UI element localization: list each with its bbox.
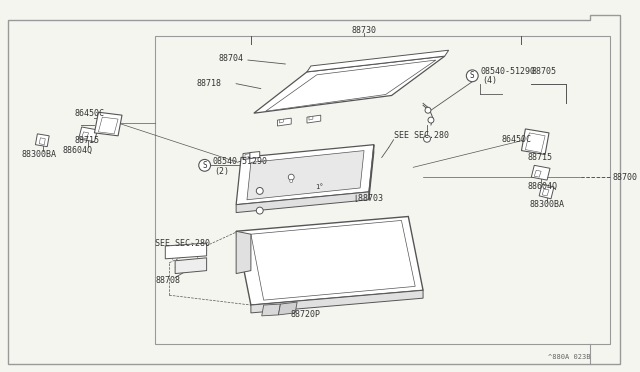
Circle shape bbox=[256, 207, 263, 214]
Polygon shape bbox=[175, 258, 207, 273]
Polygon shape bbox=[525, 133, 545, 153]
Polygon shape bbox=[522, 129, 549, 154]
Circle shape bbox=[428, 117, 434, 123]
Polygon shape bbox=[236, 145, 374, 205]
Text: S: S bbox=[470, 71, 475, 80]
Text: 08540-51290: 08540-51290 bbox=[480, 67, 535, 76]
Circle shape bbox=[424, 135, 431, 142]
Text: 88705: 88705 bbox=[531, 67, 556, 76]
Text: 88704: 88704 bbox=[218, 54, 243, 62]
Text: SEE SEC.280: SEE SEC.280 bbox=[394, 131, 449, 140]
Polygon shape bbox=[243, 153, 252, 160]
Text: 88300BA: 88300BA bbox=[529, 200, 564, 209]
Text: 88700: 88700 bbox=[613, 173, 638, 182]
Polygon shape bbox=[539, 184, 554, 199]
Text: 1°: 1° bbox=[315, 184, 323, 190]
Text: ^880A 023B: ^880A 023B bbox=[548, 354, 590, 360]
Circle shape bbox=[288, 174, 294, 180]
Polygon shape bbox=[236, 231, 251, 273]
Polygon shape bbox=[266, 60, 436, 111]
Polygon shape bbox=[280, 119, 284, 123]
Polygon shape bbox=[236, 192, 369, 212]
Polygon shape bbox=[542, 189, 549, 196]
Polygon shape bbox=[39, 138, 45, 145]
Circle shape bbox=[199, 160, 211, 171]
Polygon shape bbox=[250, 151, 260, 158]
Polygon shape bbox=[165, 243, 207, 259]
Polygon shape bbox=[307, 115, 321, 123]
Polygon shape bbox=[278, 302, 297, 315]
Text: 88715: 88715 bbox=[75, 136, 100, 145]
Polygon shape bbox=[254, 56, 445, 113]
Polygon shape bbox=[262, 304, 280, 316]
Text: SEE SEC.280: SEE SEC.280 bbox=[156, 238, 211, 247]
Text: 88708: 88708 bbox=[156, 276, 180, 285]
Text: 88604Q: 88604Q bbox=[527, 182, 557, 190]
Polygon shape bbox=[251, 221, 415, 300]
Circle shape bbox=[425, 107, 431, 113]
Text: 88300BA: 88300BA bbox=[22, 150, 57, 159]
Text: S: S bbox=[202, 161, 207, 170]
Text: 88604Q: 88604Q bbox=[63, 146, 93, 155]
Text: 88715: 88715 bbox=[527, 153, 552, 162]
Polygon shape bbox=[99, 117, 118, 134]
Polygon shape bbox=[236, 217, 423, 305]
Text: (2): (2) bbox=[214, 167, 230, 176]
Polygon shape bbox=[590, 344, 620, 364]
Text: 08540-51290: 08540-51290 bbox=[212, 157, 268, 166]
Circle shape bbox=[467, 70, 478, 82]
Polygon shape bbox=[79, 127, 97, 142]
Polygon shape bbox=[251, 290, 423, 313]
Polygon shape bbox=[307, 50, 449, 72]
Polygon shape bbox=[247, 151, 364, 200]
Polygon shape bbox=[309, 116, 313, 120]
Polygon shape bbox=[35, 134, 49, 147]
Polygon shape bbox=[8, 15, 620, 364]
Polygon shape bbox=[95, 112, 122, 136]
Polygon shape bbox=[278, 118, 291, 126]
Polygon shape bbox=[245, 154, 250, 157]
Text: (4): (4) bbox=[482, 76, 497, 85]
Text: 88730: 88730 bbox=[351, 26, 376, 35]
Text: 86450C: 86450C bbox=[502, 135, 532, 144]
Text: 88720P: 88720P bbox=[290, 310, 320, 320]
Polygon shape bbox=[531, 165, 550, 180]
Circle shape bbox=[256, 187, 263, 194]
Polygon shape bbox=[82, 132, 88, 139]
Text: 88718: 88718 bbox=[196, 79, 222, 88]
Text: 86450C: 86450C bbox=[75, 109, 105, 118]
Polygon shape bbox=[534, 170, 541, 177]
Polygon shape bbox=[369, 145, 374, 200]
Text: $\lfloor$88703: $\lfloor$88703 bbox=[354, 192, 384, 204]
Circle shape bbox=[290, 180, 292, 183]
